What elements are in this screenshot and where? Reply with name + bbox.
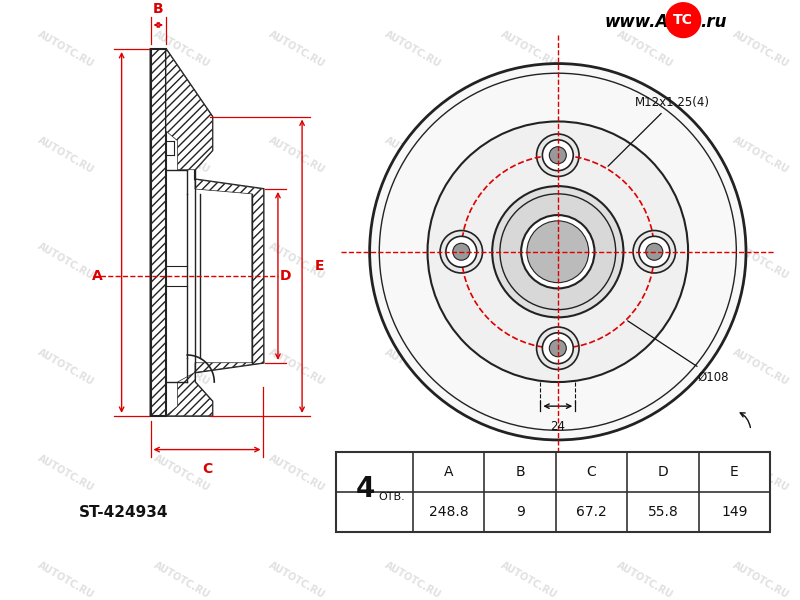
Text: AUTOTC.RU: AUTOTC.RU <box>151 135 211 175</box>
Polygon shape <box>195 179 263 373</box>
Text: AUTOTC.RU: AUTOTC.RU <box>267 560 327 600</box>
Text: 67.2: 67.2 <box>576 505 607 519</box>
Text: AUTOTC.RU: AUTOTC.RU <box>614 241 674 281</box>
Polygon shape <box>150 49 166 416</box>
Text: AUTOTC.RU: AUTOTC.RU <box>499 135 558 175</box>
Circle shape <box>521 215 594 289</box>
Text: ОТВ.: ОТВ. <box>378 492 406 502</box>
Circle shape <box>542 333 574 364</box>
Text: AUTOTC.RU: AUTOTC.RU <box>36 241 95 281</box>
Text: A: A <box>444 465 454 479</box>
Bar <box>336 452 770 532</box>
Text: AUTOTC.RU: AUTOTC.RU <box>36 29 95 69</box>
Text: AUTOTC.RU: AUTOTC.RU <box>499 241 558 281</box>
Circle shape <box>370 64 746 440</box>
Text: AUTOTC.RU: AUTOTC.RU <box>499 347 558 388</box>
Polygon shape <box>166 373 212 416</box>
Circle shape <box>646 243 663 260</box>
Text: B: B <box>153 2 164 16</box>
Text: AUTOTC.RU: AUTOTC.RU <box>383 347 443 388</box>
Text: M12x1.25(4): M12x1.25(4) <box>608 95 710 166</box>
Circle shape <box>440 230 482 273</box>
Text: AUTOTC.RU: AUTOTC.RU <box>383 241 443 281</box>
Text: AUTOTC.RU: AUTOTC.RU <box>499 560 558 600</box>
Text: AUTOTC.RU: AUTOTC.RU <box>614 560 674 600</box>
Text: TC: TC <box>674 13 694 27</box>
Circle shape <box>666 3 701 38</box>
Text: AUTOTC.RU: AUTOTC.RU <box>267 454 327 494</box>
Text: 149: 149 <box>721 505 748 519</box>
Text: 24: 24 <box>550 419 566 433</box>
Text: D: D <box>280 269 291 283</box>
Text: 4: 4 <box>355 475 375 503</box>
Text: E: E <box>314 259 324 273</box>
Text: E: E <box>730 465 738 479</box>
Text: ST-424934: ST-424934 <box>78 505 168 520</box>
Circle shape <box>550 340 566 357</box>
Text: C: C <box>202 462 212 476</box>
Text: AUTOTC.RU: AUTOTC.RU <box>36 347 95 388</box>
Text: AUTOTC.RU: AUTOTC.RU <box>267 347 327 388</box>
Text: 9: 9 <box>516 505 525 519</box>
Text: AUTOTC.RU: AUTOTC.RU <box>36 454 95 494</box>
Polygon shape <box>150 49 263 416</box>
Text: AUTOTC.RU: AUTOTC.RU <box>151 241 211 281</box>
Circle shape <box>550 147 566 164</box>
Text: AUTOTC.RU: AUTOTC.RU <box>383 29 443 69</box>
Circle shape <box>633 230 675 273</box>
Text: AUTOTC.RU: AUTOTC.RU <box>267 135 327 175</box>
Text: AUTOTC.RU: AUTOTC.RU <box>151 347 211 388</box>
Text: AUTOTC.RU: AUTOTC.RU <box>730 135 790 175</box>
Circle shape <box>527 221 589 283</box>
Text: AUTOTC.RU: AUTOTC.RU <box>614 29 674 69</box>
Text: AUTOTC.RU: AUTOTC.RU <box>730 29 790 69</box>
Text: AUTOTC.RU: AUTOTC.RU <box>730 560 790 600</box>
Text: A: A <box>92 269 103 283</box>
Text: AUTOTC.RU: AUTOTC.RU <box>499 454 558 494</box>
Text: AUTOTC.RU: AUTOTC.RU <box>36 135 95 175</box>
Text: AUTOTC.RU: AUTOTC.RU <box>151 454 211 494</box>
Text: AUTOTC.RU: AUTOTC.RU <box>151 29 211 69</box>
Text: www.Auto: www.Auto <box>604 13 700 31</box>
Circle shape <box>446 236 477 267</box>
Text: B: B <box>515 465 525 479</box>
Text: 55.8: 55.8 <box>648 505 678 519</box>
Text: 248.8: 248.8 <box>429 505 469 519</box>
Text: C: C <box>586 465 597 479</box>
Circle shape <box>453 243 470 260</box>
Text: AUTOTC.RU: AUTOTC.RU <box>267 241 327 281</box>
Text: AUTOTC.RU: AUTOTC.RU <box>730 347 790 388</box>
Text: D: D <box>658 465 668 479</box>
Circle shape <box>639 236 670 267</box>
Text: AUTOTC.RU: AUTOTC.RU <box>151 560 211 600</box>
Circle shape <box>427 121 688 382</box>
Circle shape <box>500 194 616 310</box>
Text: AUTOTC.RU: AUTOTC.RU <box>614 135 674 175</box>
Text: AUTOTC.RU: AUTOTC.RU <box>730 454 790 494</box>
Circle shape <box>537 134 579 176</box>
Text: AUTOTC.RU: AUTOTC.RU <box>383 454 443 494</box>
Text: AUTOTC.RU: AUTOTC.RU <box>730 241 790 281</box>
Text: AUTOTC.RU: AUTOTC.RU <box>614 347 674 388</box>
Text: AUTOTC.RU: AUTOTC.RU <box>36 560 95 600</box>
Text: .ru: .ru <box>701 13 727 31</box>
Polygon shape <box>166 49 212 170</box>
Text: Ø108: Ø108 <box>628 321 730 384</box>
Text: AUTOTC.RU: AUTOTC.RU <box>383 135 443 175</box>
Text: AUTOTC.RU: AUTOTC.RU <box>267 29 327 69</box>
Text: AUTOTC.RU: AUTOTC.RU <box>614 454 674 494</box>
Text: AUTOTC.RU: AUTOTC.RU <box>383 560 443 600</box>
Circle shape <box>492 186 623 317</box>
Text: AUTOTC.RU: AUTOTC.RU <box>499 29 558 69</box>
Circle shape <box>537 327 579 370</box>
Circle shape <box>542 140 574 170</box>
